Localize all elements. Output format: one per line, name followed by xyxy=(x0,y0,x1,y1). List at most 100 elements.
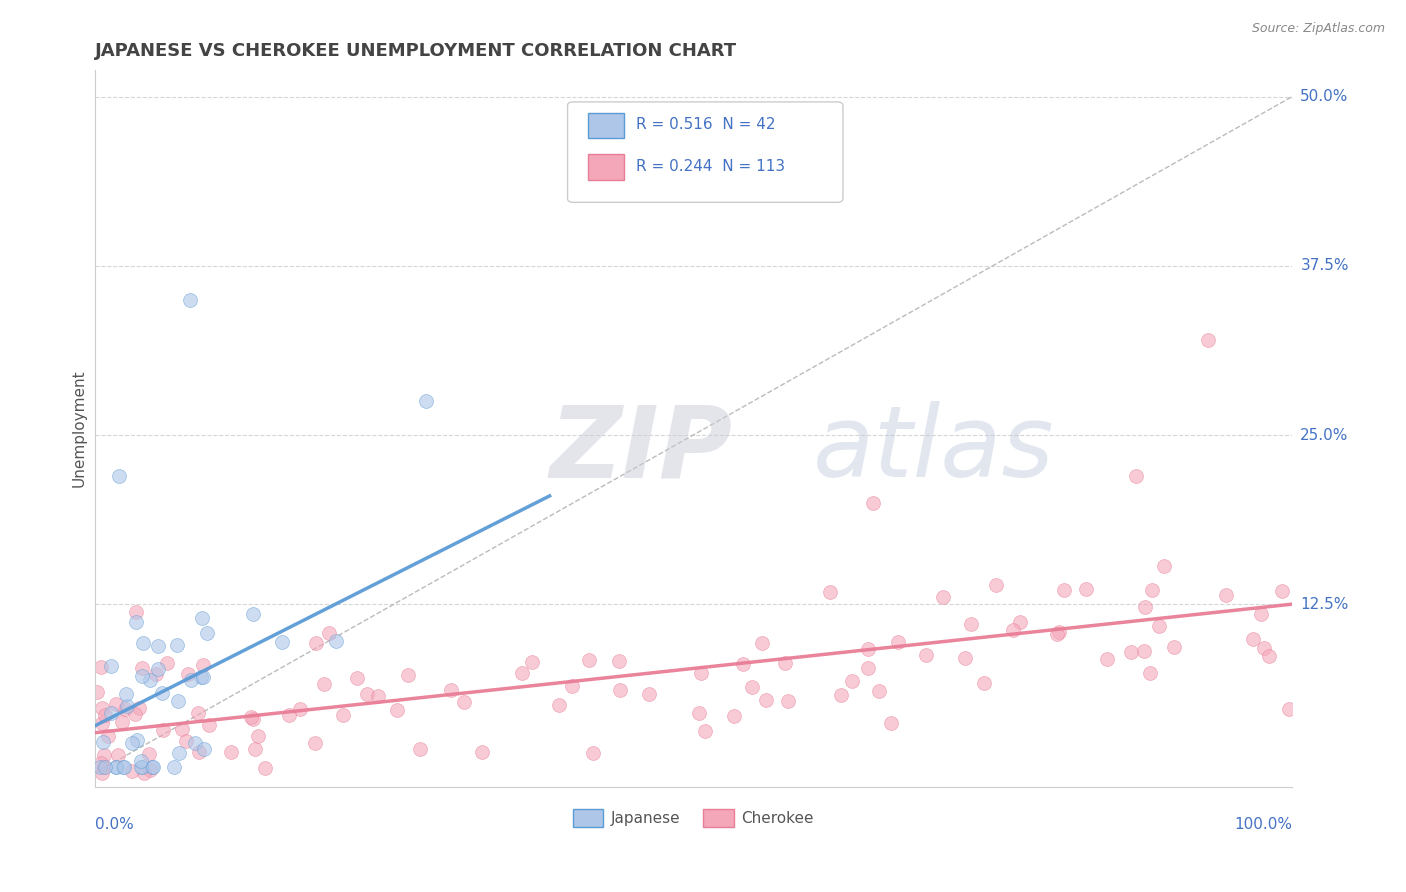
Point xyxy=(953,651,976,665)
Point xyxy=(91,766,114,780)
Point xyxy=(111,715,134,730)
Point xyxy=(271,635,294,649)
Point xyxy=(146,639,169,653)
Point xyxy=(471,744,494,758)
Point xyxy=(312,677,335,691)
Point xyxy=(607,654,630,668)
Point xyxy=(163,759,186,773)
Point xyxy=(751,636,773,650)
Point xyxy=(167,694,190,708)
Point xyxy=(174,734,197,748)
Point xyxy=(139,764,162,778)
Point xyxy=(858,641,880,656)
Point xyxy=(723,709,745,723)
Point xyxy=(277,708,299,723)
Point xyxy=(245,742,267,756)
FancyBboxPatch shape xyxy=(568,102,844,202)
Point xyxy=(1215,588,1237,602)
Point xyxy=(105,759,128,773)
Point xyxy=(129,759,152,773)
Point xyxy=(561,679,583,693)
Point xyxy=(91,700,114,714)
Point xyxy=(90,756,112,771)
Point xyxy=(820,584,842,599)
Point xyxy=(94,759,117,773)
Point xyxy=(134,766,156,780)
Point xyxy=(195,626,218,640)
Point xyxy=(131,669,153,683)
Bar xyxy=(588,112,624,138)
Point xyxy=(219,745,242,759)
Point xyxy=(693,724,716,739)
Point xyxy=(93,748,115,763)
Point xyxy=(90,660,112,674)
Point xyxy=(89,759,111,773)
Point xyxy=(841,674,863,689)
Point xyxy=(440,683,463,698)
Text: 12.5%: 12.5% xyxy=(1301,597,1348,612)
Text: 50.0%: 50.0% xyxy=(1301,89,1348,104)
Point xyxy=(367,689,389,703)
Bar xyxy=(588,154,624,180)
Point xyxy=(86,685,108,699)
Point xyxy=(325,634,347,648)
Point xyxy=(179,293,201,307)
Point xyxy=(1125,468,1147,483)
Point xyxy=(1153,558,1175,573)
Point xyxy=(1278,702,1301,716)
Point xyxy=(239,710,262,724)
Point xyxy=(94,708,117,723)
Point xyxy=(862,496,884,510)
Point xyxy=(288,701,311,715)
Point xyxy=(1139,665,1161,680)
Point xyxy=(1076,582,1098,597)
Point xyxy=(1147,619,1170,633)
Point xyxy=(141,759,163,773)
Point xyxy=(115,687,138,701)
Point xyxy=(637,687,659,701)
Point xyxy=(93,760,115,774)
Point xyxy=(253,760,276,774)
Text: Source: ZipAtlas.com: Source: ZipAtlas.com xyxy=(1251,22,1385,36)
Point xyxy=(415,393,437,408)
Point xyxy=(305,636,328,650)
Point xyxy=(609,683,631,698)
Point xyxy=(346,672,368,686)
Point xyxy=(755,693,778,707)
Point xyxy=(117,698,139,713)
Point xyxy=(914,648,936,662)
Point xyxy=(1133,600,1156,615)
Point xyxy=(520,655,543,669)
Point xyxy=(150,686,173,700)
Point xyxy=(190,670,212,684)
Point xyxy=(191,670,214,684)
Point xyxy=(880,716,903,731)
Point xyxy=(318,626,340,640)
Text: 25.0%: 25.0% xyxy=(1301,427,1348,442)
Point xyxy=(1053,583,1076,598)
Point xyxy=(132,636,155,650)
Point xyxy=(548,698,571,712)
Point xyxy=(246,730,269,744)
Point xyxy=(148,662,170,676)
Point xyxy=(91,716,114,731)
Point xyxy=(124,707,146,722)
Point xyxy=(107,468,129,483)
Point xyxy=(193,742,215,756)
Point xyxy=(191,657,214,672)
Point xyxy=(191,610,214,624)
Point xyxy=(578,652,600,666)
Point xyxy=(689,665,711,680)
Point xyxy=(1133,644,1156,658)
Point xyxy=(112,759,135,773)
Point xyxy=(1253,640,1275,655)
Point xyxy=(332,708,354,723)
Text: 100.0%: 100.0% xyxy=(1234,817,1292,832)
Point xyxy=(409,742,432,756)
Point xyxy=(510,666,533,681)
Point xyxy=(741,681,763,695)
Point xyxy=(170,722,193,736)
Point xyxy=(142,759,165,773)
Point xyxy=(1250,607,1272,621)
Text: JAPANESE VS CHEROKEE UNEMPLOYMENT CORRELATION CHART: JAPANESE VS CHEROKEE UNEMPLOYMENT CORREL… xyxy=(94,42,737,60)
